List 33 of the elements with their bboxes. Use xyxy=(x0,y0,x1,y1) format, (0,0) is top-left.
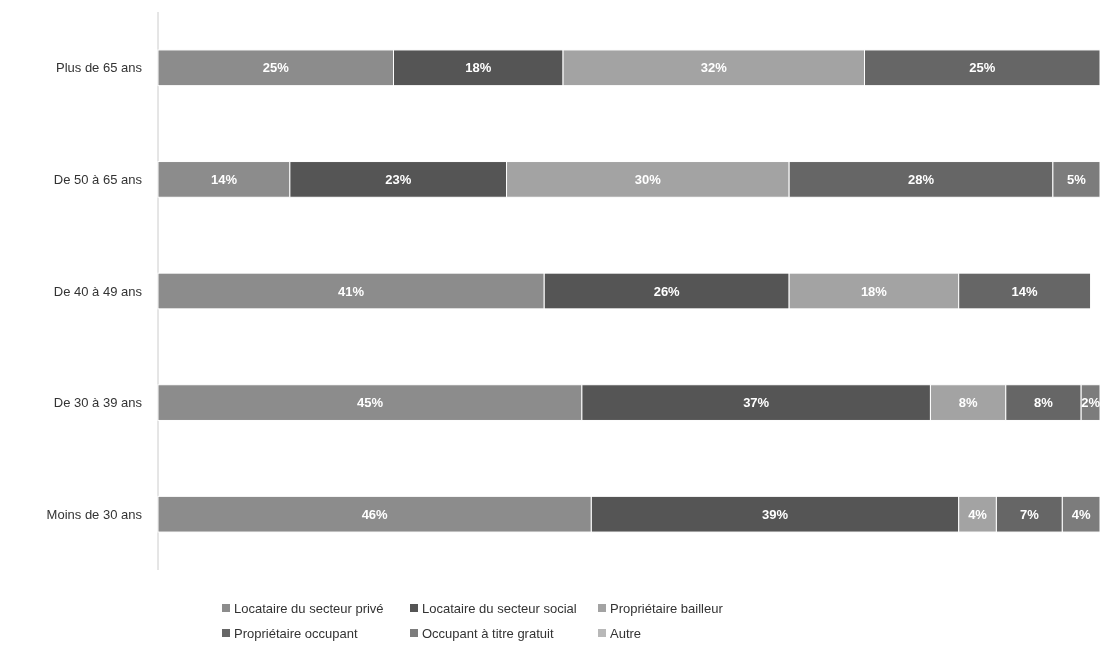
data-label: 14% xyxy=(210,171,238,187)
y-tick-label: Plus de 65 ans xyxy=(55,60,143,76)
data-label: 4% xyxy=(1071,506,1091,522)
legend-label: Locataire du secteur social xyxy=(422,600,577,616)
data-label: 46% xyxy=(361,506,389,522)
data-label: 32% xyxy=(700,60,728,76)
data-label: 14% xyxy=(1011,283,1039,299)
legend-label: Propriétaire bailleur xyxy=(610,600,724,616)
legend-label: Autre xyxy=(610,625,642,641)
legend-label: Propriétaire occupant xyxy=(234,625,358,641)
data-label: 37% xyxy=(743,395,770,411)
data-label: 39% xyxy=(761,506,789,522)
y-tick-label: De 30 à 39 ans xyxy=(53,395,143,411)
data-label: 26% xyxy=(653,283,681,299)
data-label: 23% xyxy=(385,171,412,187)
data-label: 5% xyxy=(1067,171,1087,187)
data-label: 7% xyxy=(1019,506,1040,522)
data-label: 25% xyxy=(262,60,290,76)
data-label: 4% xyxy=(968,506,988,522)
data-label: 8% xyxy=(1034,395,1054,411)
data-label: 25% xyxy=(969,60,996,76)
data-label: 8% xyxy=(958,395,978,411)
y-tick-label: Moins de 30 ans xyxy=(46,506,143,522)
data-label: 41% xyxy=(338,283,365,299)
y-tick-label: De 40 à 49 ans xyxy=(53,283,143,299)
legend-label: Locataire du secteur privé xyxy=(234,600,384,616)
data-label: 28% xyxy=(908,171,935,187)
data-label: 18% xyxy=(465,60,492,76)
data-label: 18% xyxy=(860,283,888,299)
legend-label: Occupant à titre gratuit xyxy=(422,625,554,641)
data-label: 45% xyxy=(356,395,384,411)
y-tick-label: De 50 à 65 ans xyxy=(53,171,143,187)
data-label: 30% xyxy=(634,171,662,187)
